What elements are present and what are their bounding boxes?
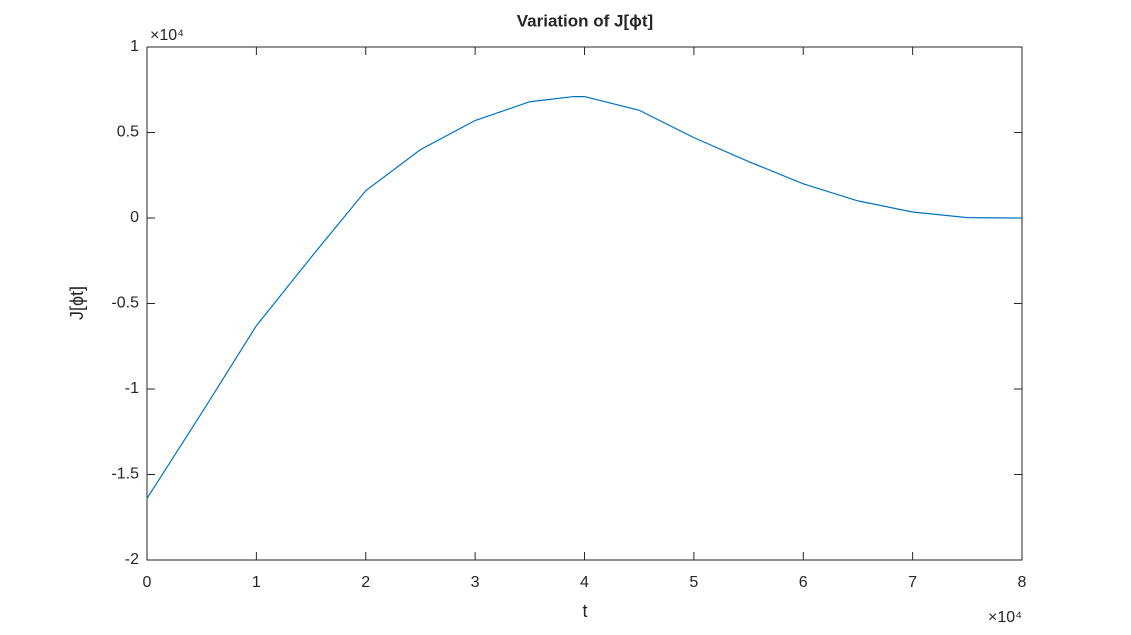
y-tick-label: -2 — [125, 551, 139, 568]
y-tick-label: -0.5 — [111, 295, 139, 312]
plot-frame — [146, 46, 1023, 561]
y-tick-label: -1 — [125, 380, 139, 397]
x-tick-label: 0 — [143, 574, 152, 591]
x-tick-label: 8 — [1018, 574, 1027, 591]
x-tick-label: 7 — [908, 574, 917, 591]
x-tick-label: 2 — [361, 574, 370, 591]
x-tick-label: 3 — [471, 574, 480, 591]
chart-title: Variation of J[ϕt] — [517, 11, 653, 30]
data-line — [146, 95, 1023, 499]
y-tick-label: -1.5 — [111, 466, 139, 483]
x-exponent-label: ×10⁴ — [988, 609, 1022, 626]
x-tick-label: 4 — [580, 574, 589, 591]
y-tick-label: 1 — [130, 38, 139, 55]
x-tick-label: 1 — [252, 574, 261, 591]
x-axis-label: t — [582, 601, 587, 621]
y-axis-label: J[ϕt] — [67, 286, 87, 320]
x-tick-label: 6 — [799, 574, 808, 591]
y-tick-label: 0 — [130, 209, 139, 226]
y-tick-label: 0.5 — [117, 124, 139, 141]
y-exponent-label: ×10⁴ — [150, 27, 184, 44]
x-tick-label: 5 — [689, 574, 698, 591]
